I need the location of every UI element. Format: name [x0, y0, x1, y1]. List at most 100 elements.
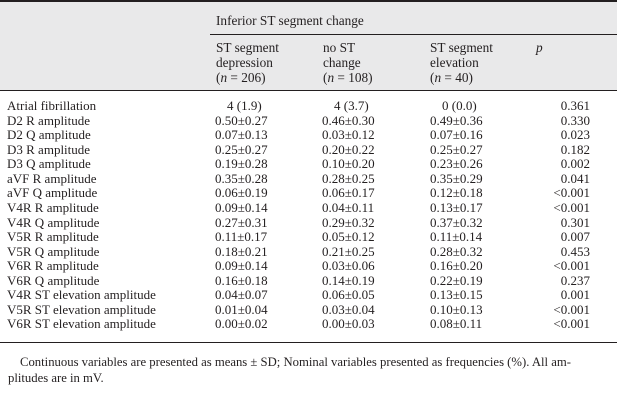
row-label: V4R R amplitude	[7, 199, 99, 215]
table-footnote: Continuous variables are presented as me…	[8, 355, 610, 386]
cell-p-value: <0.001	[553, 258, 590, 274]
cell-elevation: 0.25±0.27	[430, 141, 483, 157]
cell-depression: 4 (1.9)	[227, 98, 262, 113]
column-header-elevation: ST segment elevation (n = 40)	[430, 40, 493, 85]
cell-depression: 0.06±0.19	[215, 185, 268, 201]
cell-no-change: 0.29±0.32	[322, 214, 375, 230]
cell-p-value: 0.041	[560, 170, 590, 186]
cell-no-change: 0.10±0.20	[322, 156, 375, 172]
table-bottom-rule	[0, 342, 617, 343]
cell-elevation: 0.28±0.32	[430, 243, 483, 259]
cell-p-value: 0.023	[560, 127, 590, 143]
cell-depression: 0.35±0.28	[215, 170, 268, 186]
cell-no-change: 0.00±0.03	[322, 316, 375, 332]
cell-elevation: 0.22±0.19	[430, 272, 483, 288]
cell-depression: 0.18±0.21	[215, 243, 268, 259]
cell-depression: 0.04±0.07	[215, 287, 268, 303]
table-row: D2 Q amplitude 0.07±0.13 0.03±0.12 0.07±…	[0, 128, 617, 143]
cell-elevation: 0.13±0.15	[430, 287, 483, 303]
row-label: V6R Q amplitude	[7, 272, 100, 288]
cell-no-change: 0.06±0.17	[322, 185, 375, 201]
cell-p-value: 0.182	[560, 141, 590, 157]
cell-p-value: <0.001	[553, 301, 590, 317]
cell-elevation: 0.10±0.13	[430, 301, 483, 317]
table-top-rule	[0, 0, 617, 2]
cell-no-change: 0.04±0.11	[322, 199, 375, 215]
column-header-count: (n = 206)	[216, 70, 266, 85]
column-header-line: elevation	[430, 55, 479, 70]
table-row: V5R R amplitude 0.11±0.17 0.05±0.12 0.11…	[0, 229, 617, 245]
cell-depression: 0.09±0.14	[215, 258, 268, 274]
row-label: D3 Q amplitude	[7, 156, 91, 172]
cell-no-change: 0.20±0.22	[322, 141, 375, 157]
group-header: Inferior ST segment change	[216, 13, 364, 28]
cell-p-value: 0.330	[560, 112, 590, 128]
table-header-background	[0, 1, 617, 90]
row-label: V5R ST elevation amplitude	[7, 301, 156, 317]
table-row: V5R ST elevation amplitude 0.01±0.04 0.0…	[0, 301, 617, 318]
cell-elevation: 0.13±0.17	[430, 199, 483, 215]
column-header-p-value: p	[536, 40, 543, 55]
table-row: D2 R amplitude 0.50±0.27 0.46±0.30 0.49±…	[0, 112, 617, 129]
cell-no-change: 4 (3.7)	[334, 98, 369, 113]
column-header-line: ST segment	[216, 40, 279, 55]
cell-p-value: <0.001	[553, 185, 590, 201]
row-label: V6R R amplitude	[7, 258, 99, 274]
table-row: V4R R amplitude 0.09±0.14 0.04±0.11 0.13…	[0, 199, 617, 216]
cell-p-value: <0.001	[553, 316, 590, 332]
table-row: V5R Q amplitude 0.18±0.21 0.21±0.25 0.28…	[0, 243, 617, 260]
cell-depression: 0.16±0.18	[215, 272, 268, 288]
footnote-line: plitudes are in mV.	[8, 370, 104, 385]
cell-elevation: 0.11±0.14	[430, 229, 483, 245]
cell-elevation: 0 (0.0)	[442, 98, 477, 113]
cell-depression: 0.25±0.27	[215, 141, 268, 157]
row-label: V5R R amplitude	[7, 229, 99, 245]
row-label: V4R ST elevation amplitude	[7, 287, 156, 303]
cell-no-change: 0.06±0.05	[322, 287, 375, 303]
table-row: D3 R amplitude 0.25±0.27 0.20±0.22 0.25±…	[0, 141, 617, 158]
footnote-line: Continuous variables are presented as me…	[20, 355, 571, 369]
cell-depression: 0.00±0.02	[215, 316, 268, 332]
cell-p-value: <0.001	[553, 199, 590, 215]
cell-elevation: 0.07±0.16	[430, 127, 483, 143]
row-label: aVF Q amplitude	[7, 185, 98, 201]
row-label: Atrial fibrillation	[7, 98, 97, 113]
cell-depression: 0.01±0.04	[215, 301, 268, 317]
table-row: aVF R amplitude 0.35±0.28 0.28±0.25 0.35…	[0, 170, 617, 187]
row-label: V4R Q amplitude	[7, 214, 100, 230]
cell-no-change: 0.03±0.12	[322, 127, 375, 143]
cell-elevation: 0.37±0.32	[430, 214, 483, 230]
cell-p-value: 0.453	[560, 243, 590, 259]
column-header-count: (n = 108)	[323, 70, 373, 85]
cell-depression: 0.50±0.27	[215, 112, 268, 128]
cell-no-change: 0.03±0.04	[322, 301, 375, 317]
table-row: V6R Q amplitude 0.16±0.18 0.14±0.19 0.22…	[0, 272, 617, 289]
cell-depression: 0.07±0.13	[215, 127, 268, 143]
column-header-depression: ST segment depression (n = 206)	[216, 40, 279, 85]
table-row: V4R ST elevation amplitude 0.04±0.07 0.0…	[0, 288, 617, 303]
cell-elevation: 0.16±0.20	[430, 258, 483, 274]
table-row: aVF Q amplitude 0.06±0.19 0.06±0.17 0.12…	[0, 186, 617, 201]
row-label: aVF R amplitude	[7, 170, 97, 186]
table-row: V6R R amplitude 0.09±0.14 0.03±0.06 0.16…	[0, 259, 617, 274]
cell-elevation: 0.23±0.26	[430, 156, 483, 172]
column-header-no-change: no ST change (n = 108)	[323, 40, 373, 85]
cell-no-change: 0.03±0.06	[322, 258, 375, 274]
cell-no-change: 0.05±0.12	[322, 229, 375, 245]
cell-p-value: 0.237	[560, 272, 590, 288]
table-row: D3 Q amplitude 0.19±0.28 0.10±0.20 0.23±…	[0, 157, 617, 172]
cell-elevation: 0.49±0.36	[430, 112, 483, 128]
row-label: D3 R amplitude	[7, 141, 91, 157]
column-header-count: (n = 40)	[430, 70, 473, 85]
cell-no-change: 0.46±0.30	[322, 112, 375, 128]
cell-p-value: 0.301	[560, 214, 590, 230]
cell-p-value: 0.007	[560, 229, 590, 245]
cell-depression: 0.09±0.14	[215, 199, 268, 215]
column-header-line: no ST	[323, 40, 356, 55]
column-header-line: depression	[216, 55, 273, 70]
cell-depression: 0.11±0.17	[215, 229, 268, 245]
row-label: V6R ST elevation amplitude	[7, 316, 156, 332]
cell-elevation: 0.12±0.18	[430, 185, 483, 201]
cell-p-value: 0.001	[560, 287, 590, 303]
cell-elevation: 0.35±0.29	[430, 170, 483, 186]
